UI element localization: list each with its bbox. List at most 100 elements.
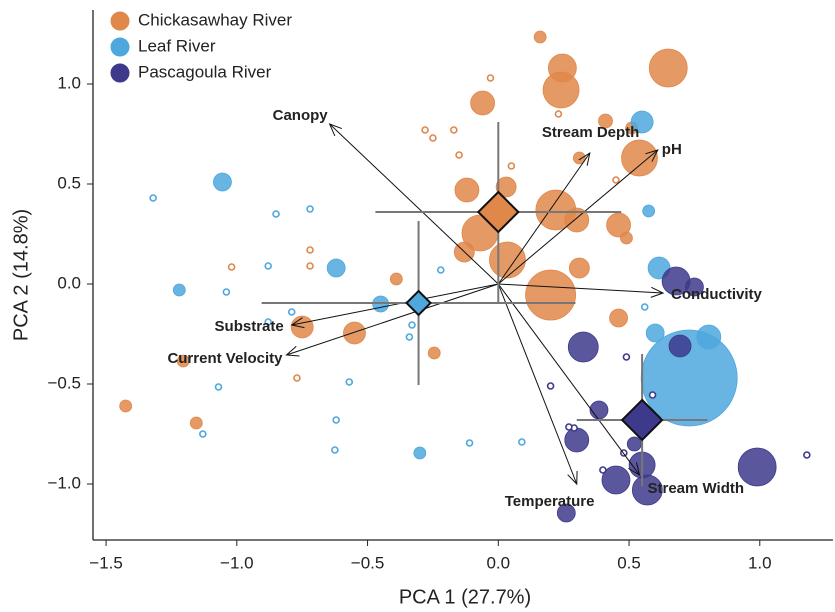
arrow-head [650,286,665,298]
x-tick-label: 0.0 [486,553,510,572]
loading-label: Canopy [273,107,329,124]
point [214,383,223,391]
x-tick-label: 1.0 [748,553,772,572]
point [556,503,576,523]
arrow-head [567,470,578,486]
centroid [620,398,664,442]
point [293,374,301,382]
point [176,354,190,368]
point [149,194,157,202]
point [264,262,272,270]
point [564,207,590,233]
point [306,205,314,213]
arrow-head [290,317,305,329]
point [589,400,609,420]
point [264,318,272,326]
point [227,263,236,271]
point [345,378,354,386]
arrow-head [628,462,641,477]
point [564,427,590,453]
point [568,257,590,279]
point [454,177,480,203]
point [172,283,186,297]
loading-label: Stream Depth [542,124,640,141]
point [609,308,628,328]
x-axis-label: PCA 1 (27.7%) [399,586,531,608]
point [554,110,563,118]
point [436,266,445,274]
centroid [476,190,520,234]
point [612,176,620,184]
point [648,48,688,88]
loading-arrow [498,283,664,294]
point [542,71,580,109]
point [222,288,231,296]
point [572,151,586,165]
point [343,321,366,345]
point [306,262,314,270]
point [533,30,547,44]
point [287,308,296,316]
y-tick-label: 0.0 [57,273,81,292]
point [803,451,811,459]
x-tick-label: −1.0 [220,553,254,572]
loading-arrow [497,283,640,476]
point [599,466,607,474]
legend-label: Leaf River [138,36,216,55]
loading-arrow [329,123,499,285]
centroid [405,289,432,317]
point [119,399,133,413]
loading-arrow [286,283,499,356]
point [668,334,692,358]
arrow-head [578,151,591,166]
point [421,126,429,134]
point [642,204,656,218]
y-tick-label: −1.0 [47,473,81,492]
loading-label: pH [662,141,682,158]
legend-label: Pascagoula River [138,62,272,81]
arrow-head [285,346,300,357]
point [389,272,403,286]
point [621,139,658,177]
point [326,258,346,278]
loading-label: Current Velocity [167,350,283,367]
point [601,465,631,495]
point [565,423,573,431]
loading-label: Stream Width [648,480,745,497]
x-tick-label: −1.5 [89,553,123,572]
point [189,416,203,430]
point [525,269,576,321]
point [199,430,207,438]
loading-arrow [497,283,578,485]
arrow-head [328,123,342,137]
point [486,74,495,82]
point [507,162,516,170]
point [630,110,654,134]
point [450,126,458,134]
point [495,176,517,198]
y-tick-label: −0.5 [47,373,81,392]
y-tick-label: 0.5 [57,173,81,192]
point [546,382,555,390]
loading-label: Temperature [505,493,595,510]
point [489,241,526,279]
x-tick-label: 0.5 [617,553,641,572]
point [626,436,642,452]
loading-arrow [291,283,499,326]
point [470,90,496,116]
point [567,331,599,363]
point [622,353,631,361]
point [455,151,463,159]
point [620,231,633,245]
point [518,438,526,446]
x-tick-label: −0.5 [351,553,385,572]
loading-arrow [497,152,591,285]
point [640,303,649,311]
loading-label: Substrate [215,318,284,335]
y-axis-label: PCA 2 (14.8%) [10,209,32,341]
point [332,416,340,424]
arrow-head [645,149,659,162]
point [272,210,280,218]
point [413,446,427,460]
